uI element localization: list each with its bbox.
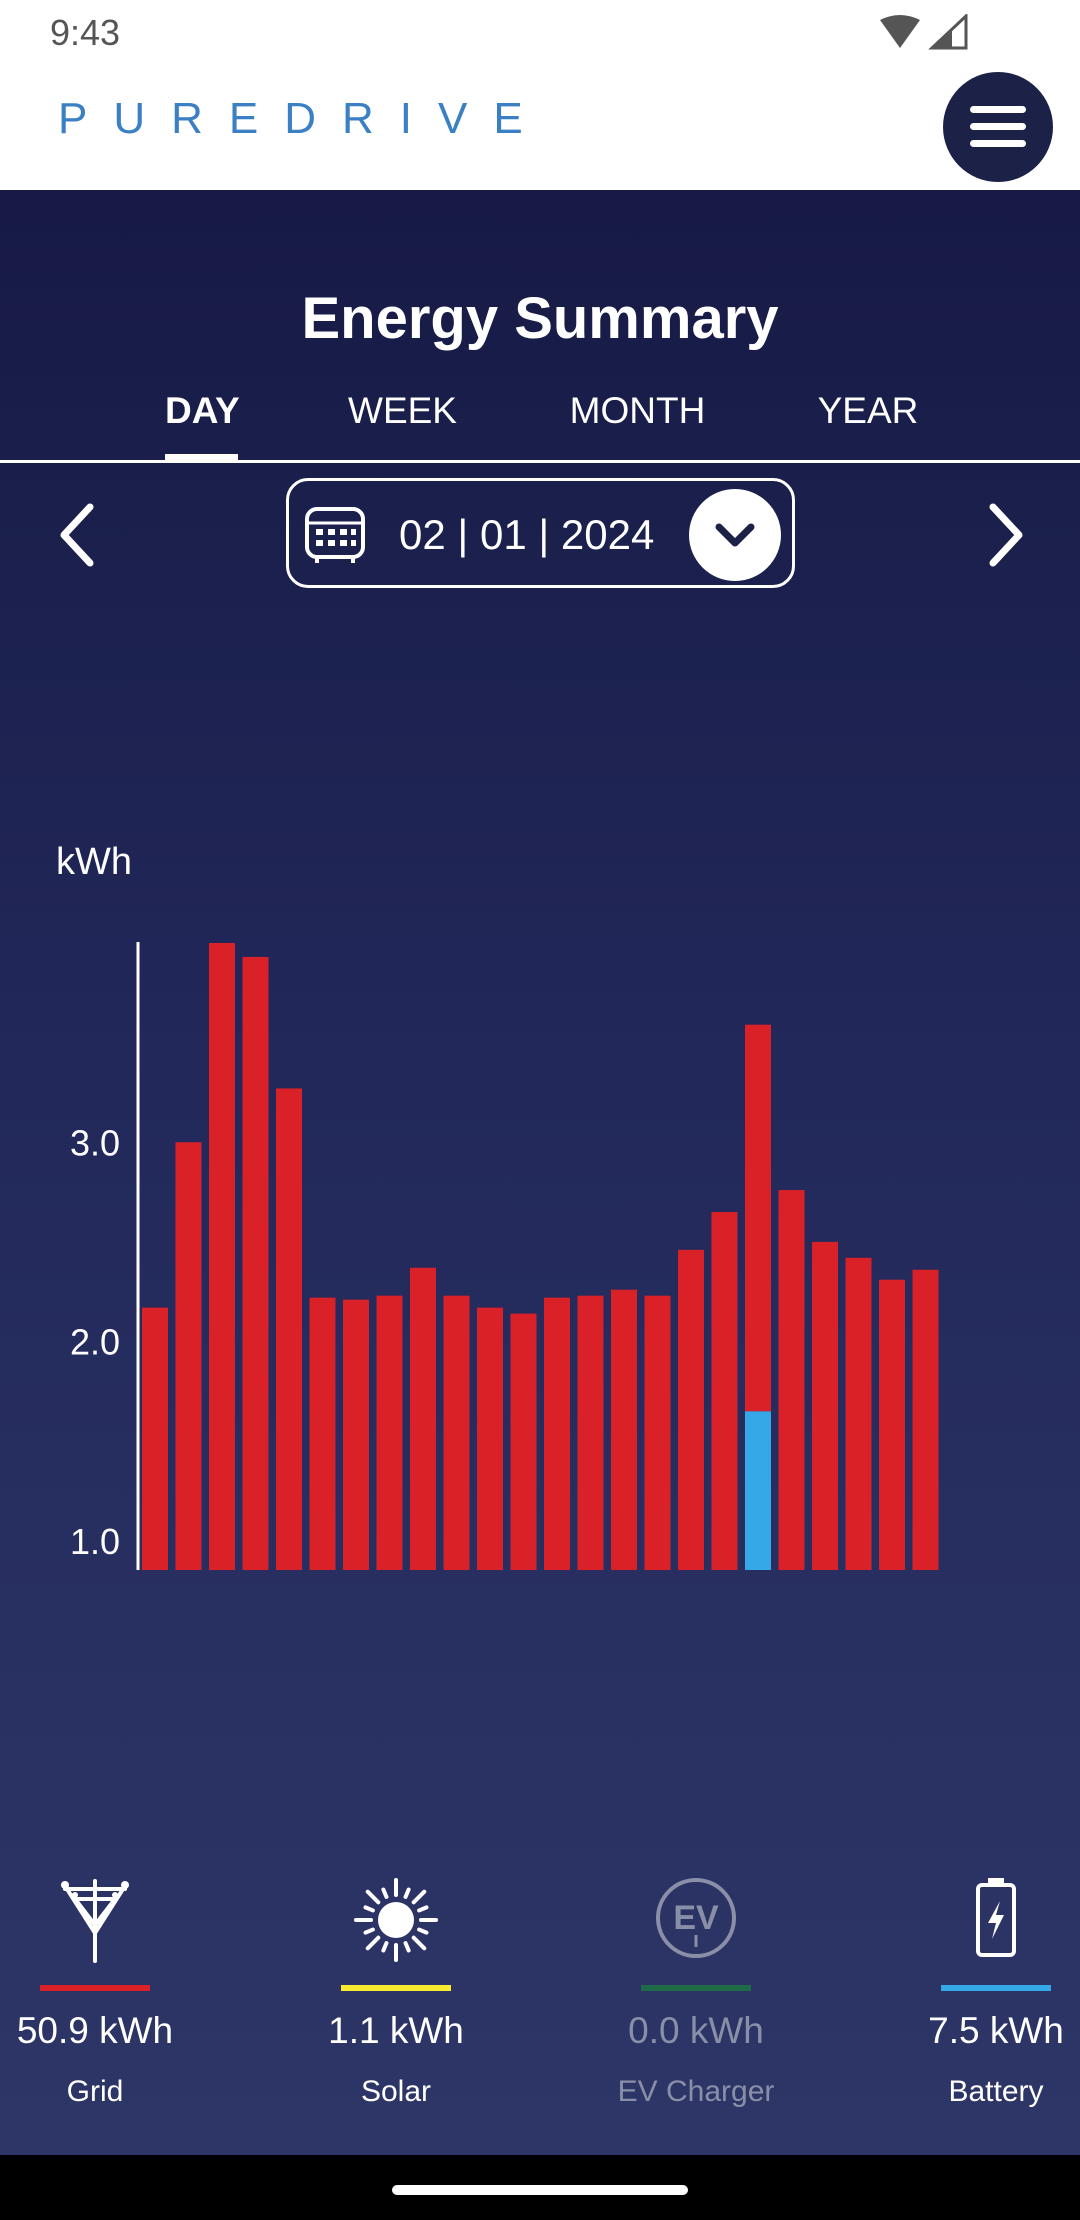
bar-grid-20 — [812, 1241, 838, 1570]
signal-icons — [880, 14, 968, 50]
bar-grid-06 — [343, 1299, 369, 1570]
energy-bar-chart: kWh 1.02.03.0 000204060810121416182022 — [56, 841, 939, 1570]
sun-icon — [354, 1878, 438, 1962]
tab-month[interactable]: MONTH — [569, 390, 706, 431]
battery-icon — [976, 1878, 1016, 1957]
legend-grid-color-line — [40, 1985, 150, 1991]
bar-grid-07 — [376, 1295, 403, 1570]
brand-logo: PUREDRIVE — [58, 94, 549, 143]
hamburger-line — [970, 123, 1026, 130]
power-pylon-icon — [61, 1879, 129, 1963]
home-indicator[interactable] — [392, 2185, 688, 2195]
legend-battery[interactable]: 7.5 kWh Battery — [896, 1875, 1080, 2135]
y-tick-label: 3.0 — [70, 1122, 120, 1163]
bar-grid-11 — [510, 1313, 537, 1570]
y-tick-label: 1.0 — [70, 1521, 120, 1562]
hamburger-line — [970, 106, 1026, 113]
bar-grid-02 — [209, 943, 235, 1570]
calendar-icon — [305, 507, 365, 563]
menu-button[interactable] — [943, 72, 1053, 182]
bar-grid-03 — [242, 956, 269, 1570]
bar-grid-14 — [611, 1289, 637, 1570]
ev-charger-icon: EV — [656, 1878, 736, 1958]
legend-ev-color-line — [641, 1985, 751, 1991]
bar-grid-18 — [745, 1024, 771, 1412]
legend-grid-value: 50.9 kWh — [16, 2010, 174, 2051]
bar-grid-12 — [544, 1297, 570, 1570]
cellular-icon — [928, 14, 968, 50]
next-day-arrow-icon[interactable] — [975, 495, 1035, 575]
bar-grid-19 — [778, 1190, 805, 1570]
bar-grid-16 — [678, 1249, 704, 1570]
bar-grid-10 — [477, 1307, 503, 1570]
legend-solar[interactable]: 1.1 kWh Solar — [296, 1875, 496, 2135]
app-header: PUREDRIVE — [0, 66, 1080, 190]
bar-battery-18 — [745, 1411, 771, 1570]
legend-battery-label: Battery — [948, 2075, 1044, 2108]
legend-grid-label: Grid — [66, 2075, 124, 2108]
bar-grid-08 — [410, 1267, 436, 1570]
system-nav-bar — [0, 2155, 1080, 2220]
bar-grid-00 — [142, 1307, 168, 1570]
legend-solar-value: 1.1 kWh — [328, 2010, 464, 2051]
tab-day[interactable]: DAY — [165, 390, 240, 431]
hamburger-line — [970, 140, 1026, 147]
bar-grid-22 — [879, 1279, 905, 1570]
bar-grid-05 — [309, 1297, 336, 1570]
legend-ev-charger[interactable]: EV 0.0 kWh EV Charger — [596, 1875, 796, 2135]
legend-solar-color-line — [341, 1985, 451, 1991]
bar-grid-23 — [912, 1269, 939, 1570]
active-tab-indicator — [165, 454, 238, 461]
legend-ev-label: EV Charger — [617, 2075, 775, 2108]
tab-week[interactable]: WEEK — [348, 390, 457, 431]
status-bar: 9:43 — [0, 0, 1080, 66]
tab-year[interactable]: YEAR — [817, 390, 919, 431]
bar-grid-21 — [845, 1257, 872, 1570]
page-title: Energy Summary — [301, 286, 779, 351]
chevron-down-icon[interactable] — [689, 489, 781, 581]
legend-grid[interactable]: 50.9 kWh Grid — [0, 1875, 190, 2135]
legend-battery-value: 7.5 kWh — [928, 2010, 1064, 2051]
y-tick-label: 2.0 — [70, 1322, 120, 1363]
bar-grid-15 — [644, 1295, 671, 1570]
legend-ev-value: 0.0 kWh — [628, 2010, 764, 2051]
svg-text:EV: EV — [673, 1899, 719, 1937]
legend-solar-label: Solar — [360, 2075, 432, 2108]
y-axis-unit: kWh — [56, 841, 132, 883]
bar-grid-17 — [711, 1211, 738, 1570]
status-time: 9:43 — [50, 12, 121, 53]
previous-day-arrow-icon[interactable] — [48, 495, 108, 575]
selected-date: 02 | 01 | 2024 — [399, 511, 655, 558]
tabs-divider — [0, 460, 1080, 463]
bar-grid-01 — [175, 1142, 202, 1570]
energy-legend: 50.9 kWh Grid 1.1 kWh Solar EV 0.0 kWh E… — [0, 1875, 1080, 2135]
energy-summary-screen: Energy Summary DAY WEEK MONTH YEAR 02 | … — [0, 190, 1080, 2155]
legend-battery-color-line — [941, 1985, 1051, 1991]
bar-grid-04 — [276, 1088, 302, 1570]
wifi-icon — [880, 15, 920, 48]
bar-grid-13 — [577, 1295, 604, 1570]
bar-grid-09 — [443, 1295, 470, 1570]
date-picker[interactable]: 02 | 01 | 2024 — [286, 478, 795, 588]
